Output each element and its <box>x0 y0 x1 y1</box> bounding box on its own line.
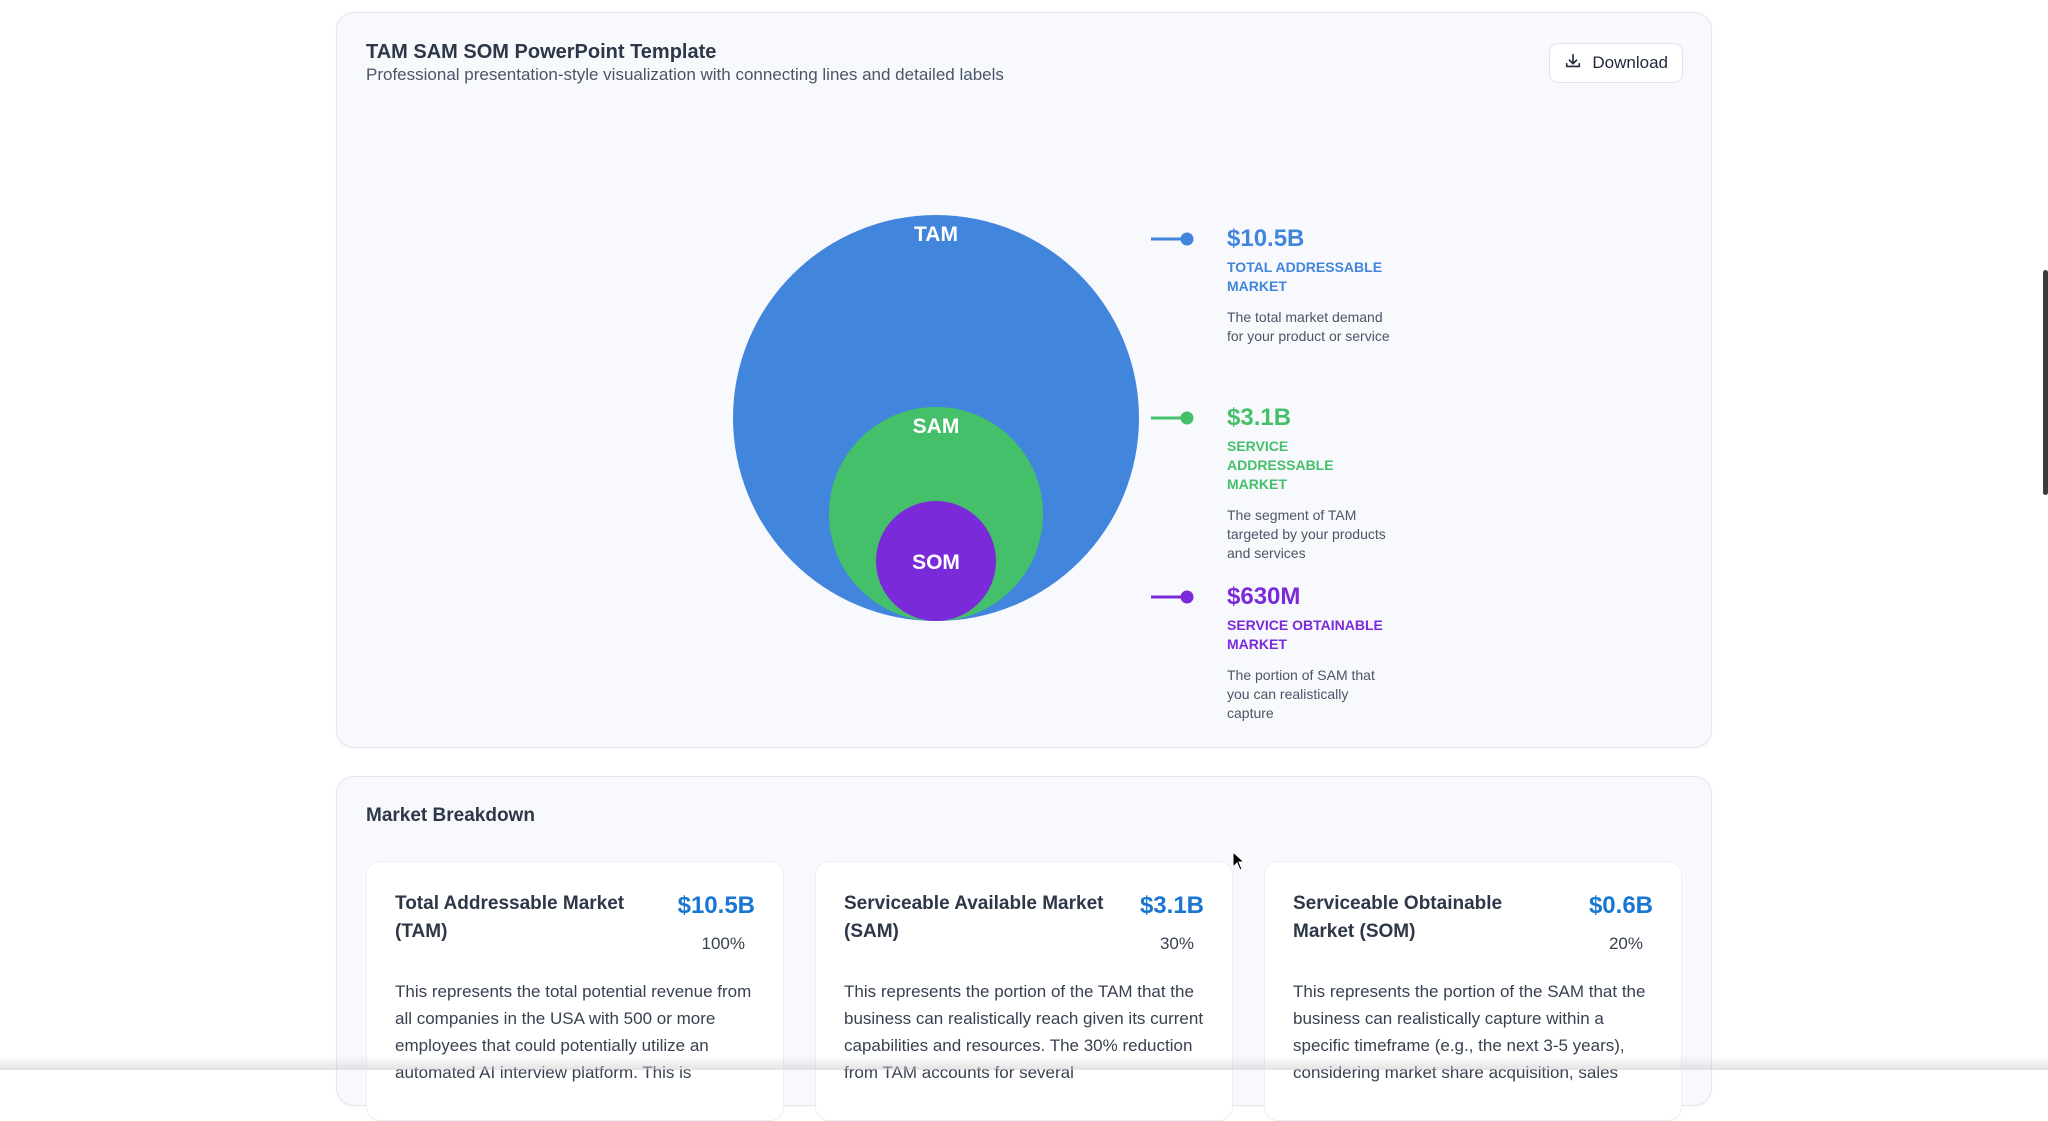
tam-sam-som-chart: TAM SAM SOM <box>733 215 1194 621</box>
legend-description: The segment of TAM targeted by your prod… <box>1227 507 1386 561</box>
market-card-title: Serviceable Obtainable Market (SOM) <box>1293 893 1503 942</box>
tam-circle-label: TAM <box>914 223 958 246</box>
market-card-percent: 30% <box>1159 934 1194 953</box>
market-card-title: Total Addressable Market (TAM) <box>395 893 625 942</box>
download-label: Download <box>1592 53 1668 72</box>
bottom-shadow <box>0 1056 2048 1070</box>
scrollbar-thumb[interactable] <box>2043 270 2048 495</box>
market-card-som: Serviceable Obtainable Market (SOM) $0.6… <box>1264 861 1682 1121</box>
market-card-sam: Serviceable Available Market (SAM) $3.1B… <box>815 861 1233 1121</box>
legend-entry-tam: $10.5B TOTAL ADDRESSABLE MARKET The total … <box>1227 225 1397 346</box>
som-circle-label: SOM <box>912 551 960 574</box>
legend-label: SERVICE OBTAINABLE MARKET <box>1227 617 1383 652</box>
legend-entry-sam: $3.1B SERVICE ADDRESSABLE MARKET The segme… <box>1227 404 1397 563</box>
market-card-value: $3.1B <box>1139 892 1204 919</box>
legend-description: The portion of SAM that you can realisti… <box>1227 667 1375 721</box>
download-button[interactable]: Download <box>1549 43 1683 83</box>
download-icon <box>1564 52 1582 75</box>
legend-label: SERVICE ADDRESSABLE MARKET <box>1227 438 1334 492</box>
market-card-percent: 100% <box>701 934 745 953</box>
legend-value: $10.5B <box>1227 225 1305 252</box>
legend-description: The total market demand for your product… <box>1227 309 1390 344</box>
card-subtitle: Professional presentation-style visualiz… <box>366 65 1004 84</box>
market-card-tam: Total Addressable Market (TAM) $10.5B 10… <box>366 861 784 1121</box>
market-card-value: $0.6B <box>1588 892 1653 919</box>
card-title: TAM SAM SOM PowerPoint Template <box>366 41 717 63</box>
sam-connector-dot <box>1180 411 1194 425</box>
legend-value: $3.1B <box>1227 404 1292 431</box>
som-connector-dot <box>1180 590 1194 604</box>
market-card-value: $10.5B <box>677 892 755 919</box>
legend-label: TOTAL ADDRESSABLE MARKET <box>1227 259 1383 294</box>
market-card-title: Serviceable Available Market (SAM) <box>844 893 1104 942</box>
legend-value: $630M <box>1227 583 1301 610</box>
section-title: Market Breakdown <box>366 805 535 826</box>
mouse-cursor-icon <box>1232 851 1246 871</box>
tam-connector-dot <box>1180 232 1194 246</box>
sam-circle-label: SAM <box>913 415 960 438</box>
visualization-card: TAM SAM SOM PowerPoint Template Professi… <box>336 12 1712 748</box>
market-card-percent: 20% <box>1608 934 1643 953</box>
legend-entry-som: $630M SERVICE OBTAINABLE MARKET The portio… <box>1227 583 1397 723</box>
som-circle <box>876 501 996 621</box>
